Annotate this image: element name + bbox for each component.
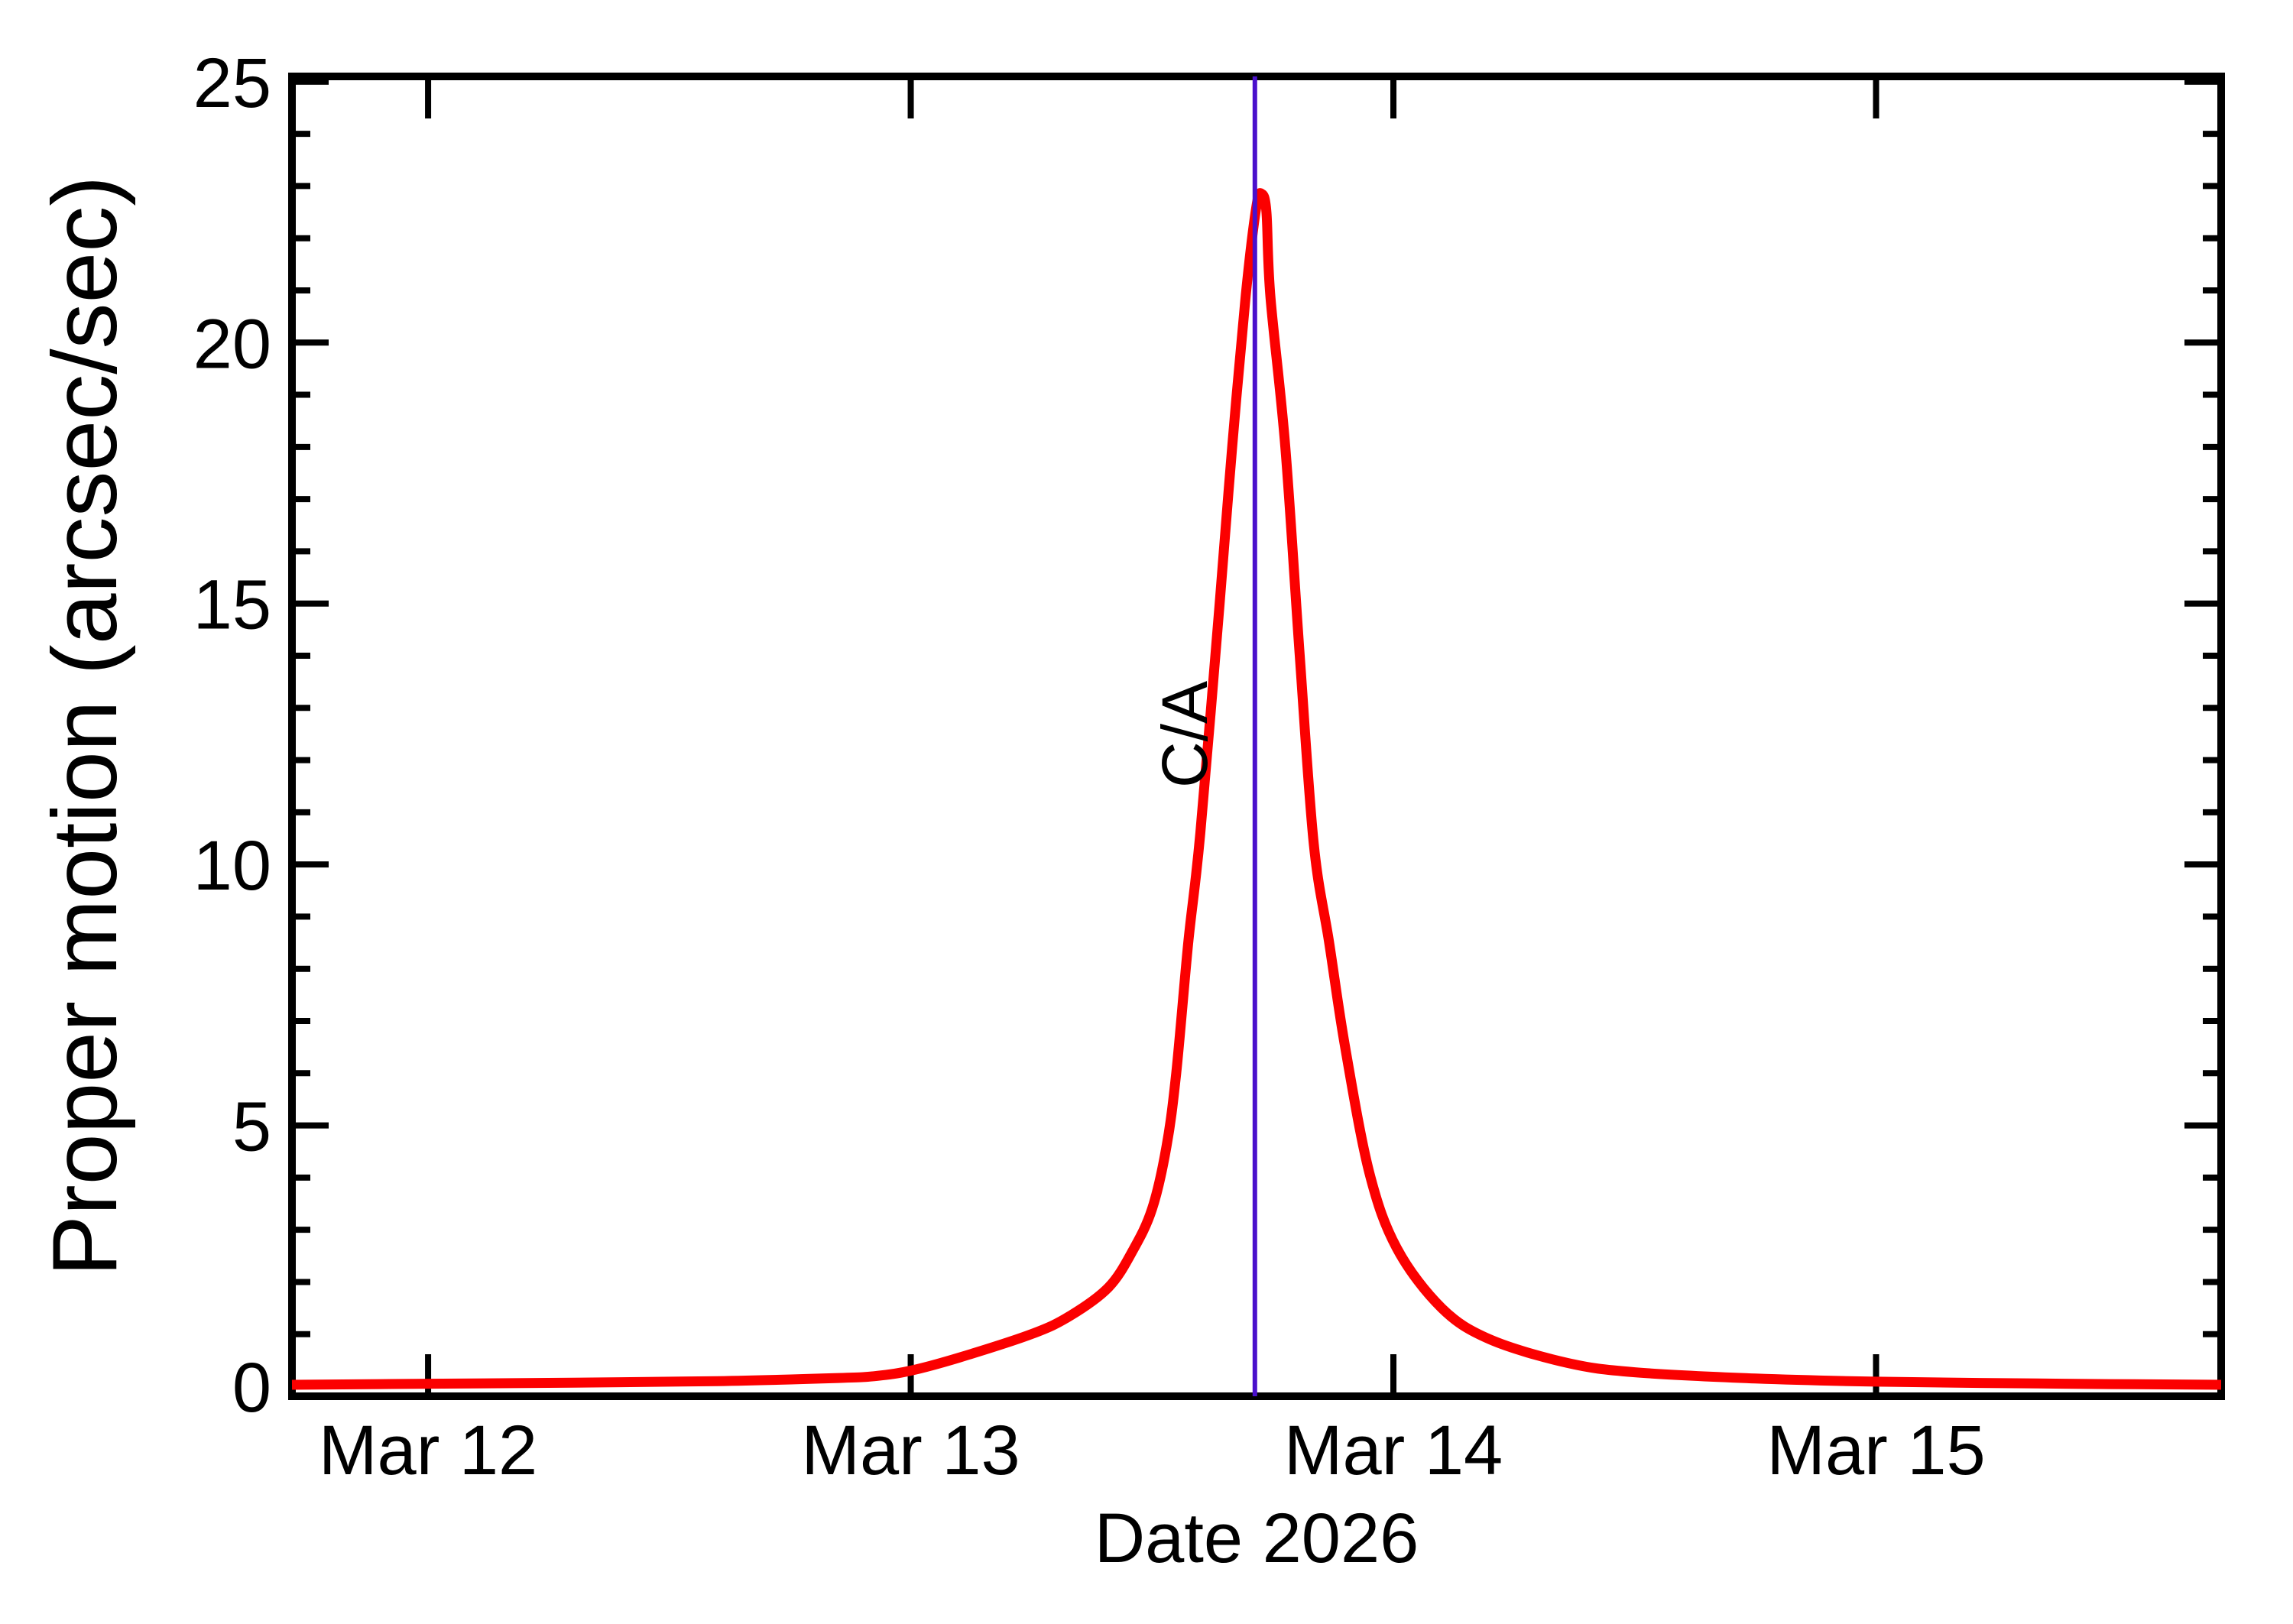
x-tick-label: Mar 13 — [801, 1412, 1020, 1489]
closest-approach-label: C/A — [1149, 681, 1221, 788]
data-series — [291, 188, 2222, 1390]
x-tick-label: Mar 14 — [1284, 1412, 1503, 1489]
x-tick-label: Mar 15 — [1766, 1412, 1985, 1489]
x-tick-label: Mar 12 — [319, 1412, 537, 1489]
y-axis-title: Proper motion (arcsec/sec) — [34, 176, 136, 1276]
y-tick-label: 15 — [193, 566, 271, 644]
y-tick-label: 25 — [193, 44, 271, 122]
y-tick-label: 10 — [193, 827, 271, 905]
y-tick-label: 0 — [232, 1349, 271, 1427]
x-axis-title: Date 2026 — [1095, 1499, 1419, 1577]
proper-motion-curve — [291, 188, 2222, 1390]
tick-labels: Mar 12 Mar 13 Mar 14 Mar 15 0 5 10 15 20 25 — [193, 44, 1986, 1489]
y-tick-label: 20 — [193, 305, 271, 383]
y-tick-label: 5 — [232, 1088, 271, 1166]
